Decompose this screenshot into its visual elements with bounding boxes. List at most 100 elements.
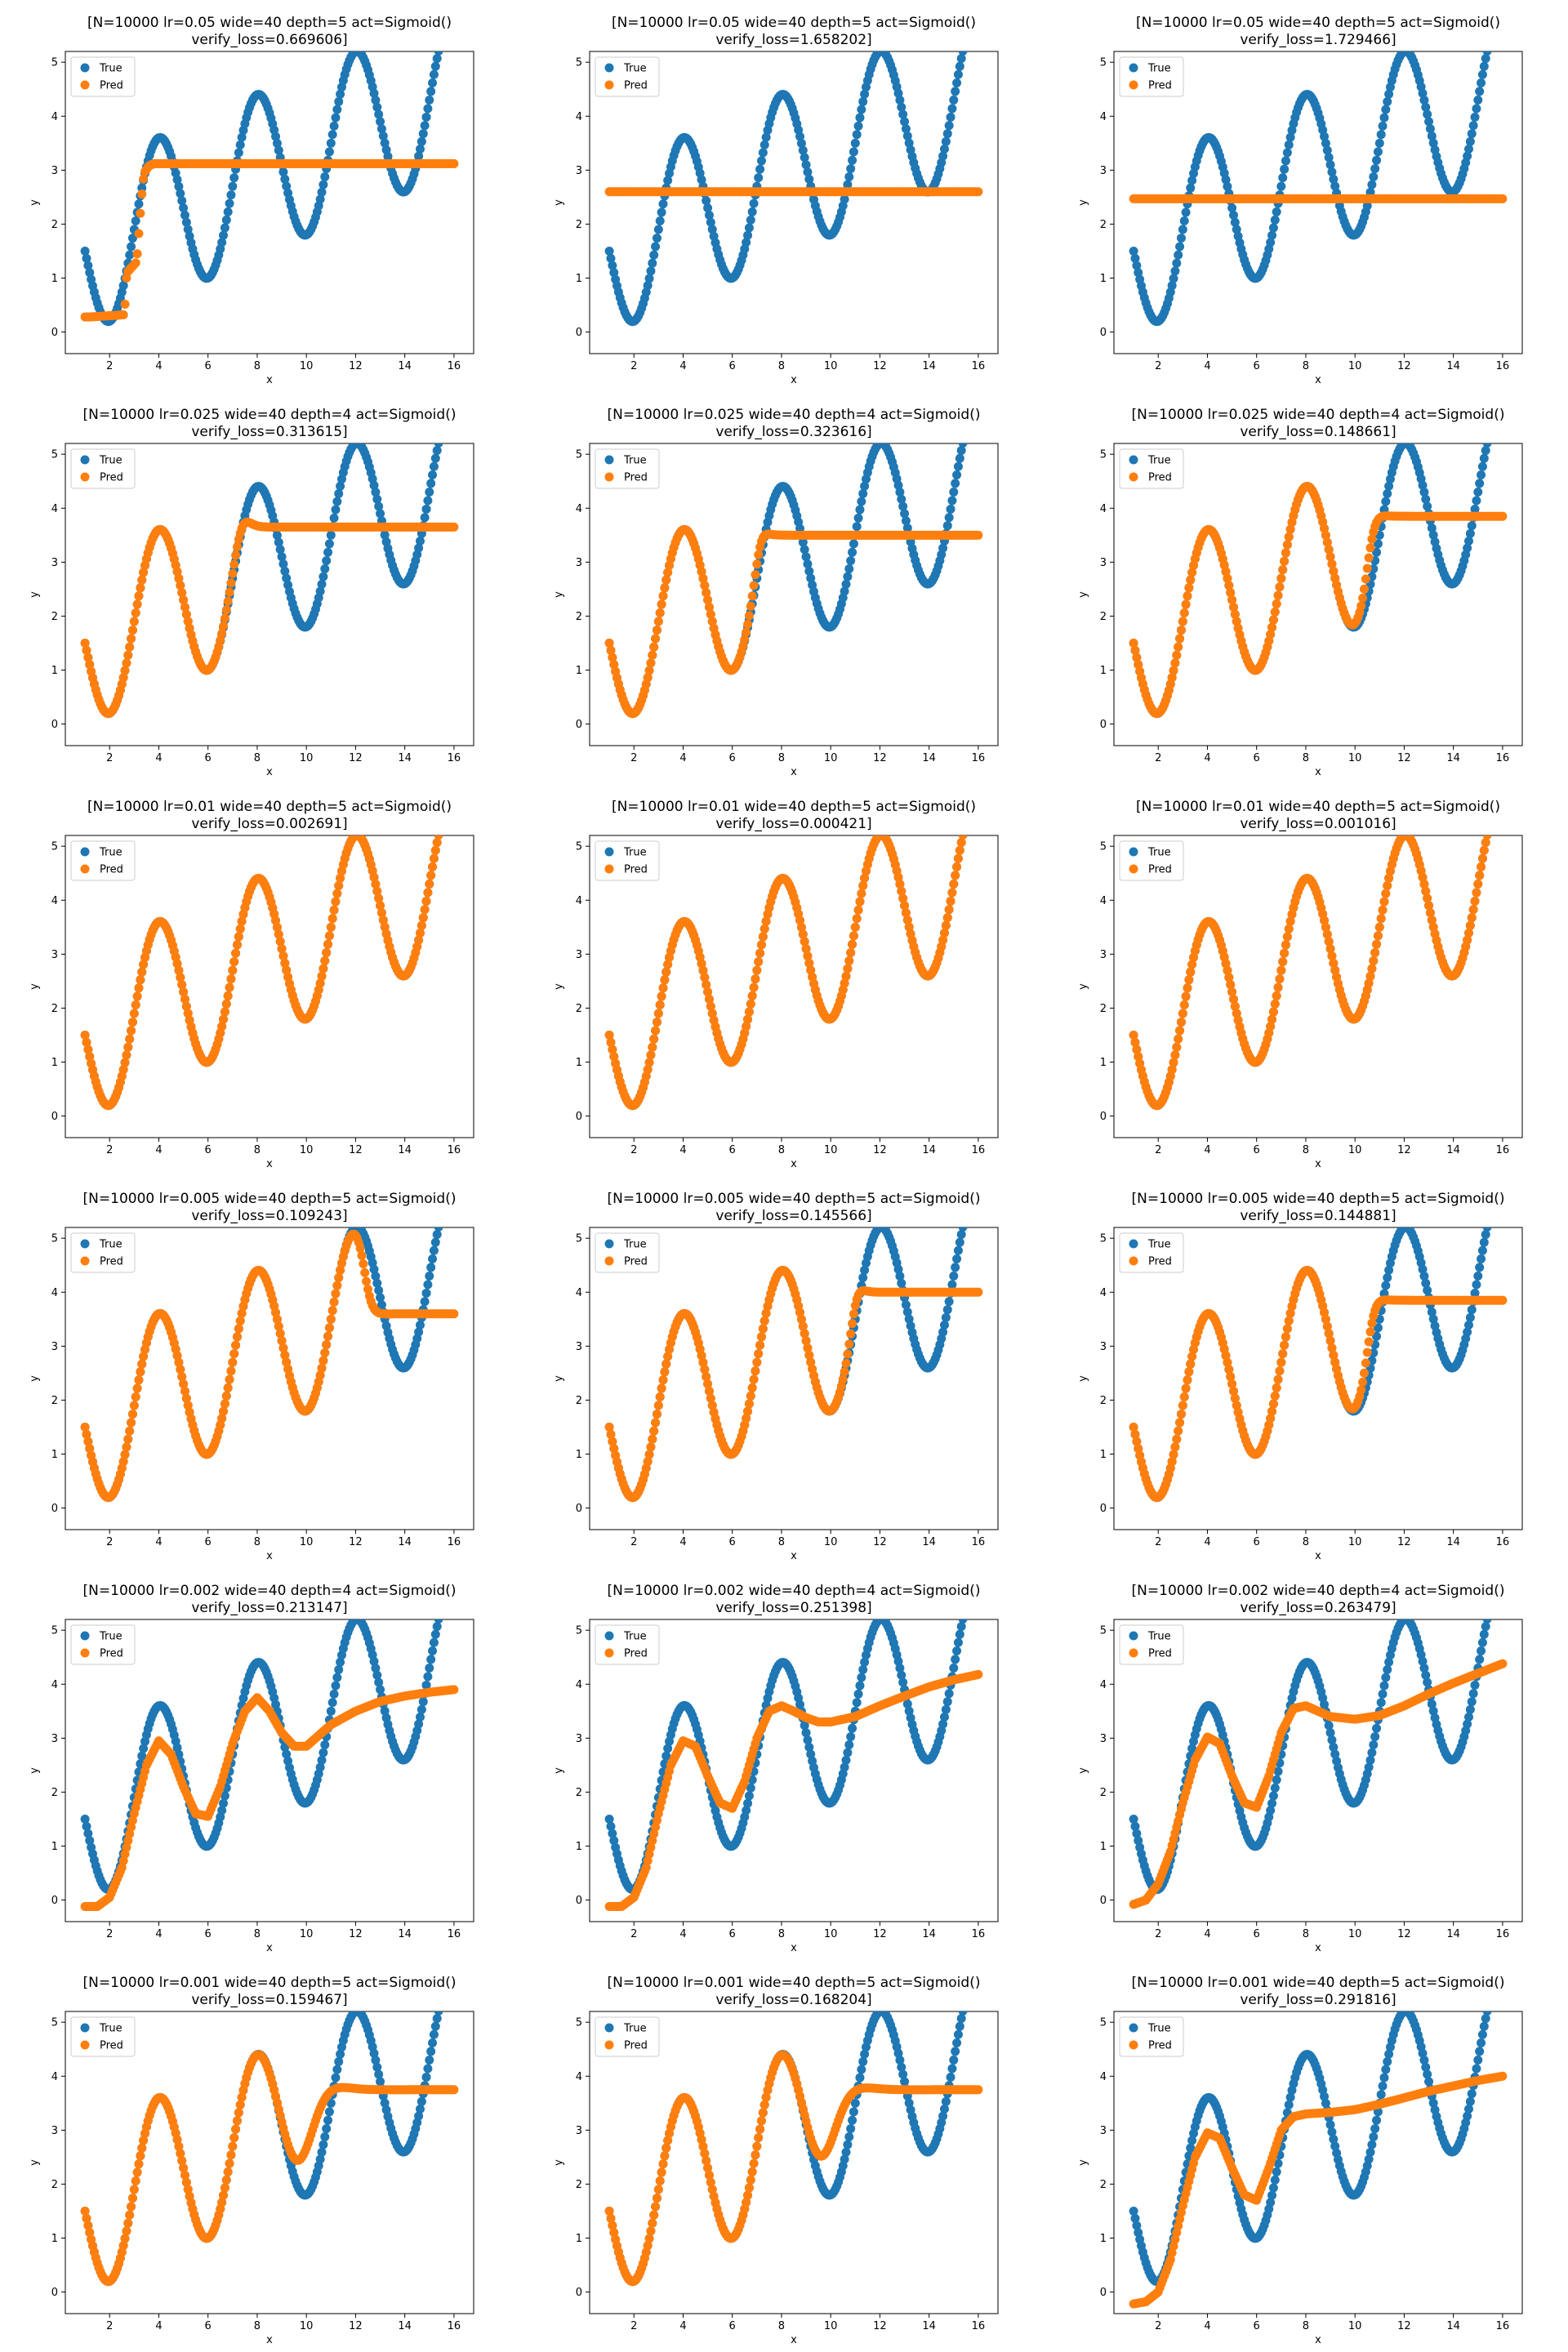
x-tick-label: 10 (300, 1144, 314, 1156)
true-point (432, 446, 442, 456)
pred-point (1365, 543, 1375, 553)
pred-point (1170, 1050, 1180, 1060)
legend-label: True (99, 455, 122, 467)
pred-point (1285, 916, 1295, 926)
pred-point (1130, 1037, 1140, 1047)
pred-point (1181, 599, 1191, 609)
true-point (1419, 488, 1429, 497)
pred-point (1330, 965, 1340, 975)
true-point (1381, 105, 1391, 114)
true-point (80, 246, 90, 256)
true-point (336, 89, 345, 99)
pred-point (700, 973, 710, 982)
true-point (955, 453, 964, 463)
y-tick-label: 1 (1100, 1057, 1107, 1069)
pred-point (1282, 932, 1292, 942)
true-point (800, 153, 809, 163)
pred-point (139, 960, 149, 969)
pred-point (418, 913, 428, 923)
true-point (1174, 250, 1183, 260)
x-tick-label: 6 (729, 1144, 736, 1156)
x-tick-label: 16 (1496, 360, 1510, 372)
pred-point (860, 873, 870, 883)
subplot-subtitle: verify_loss=1.658202] (715, 32, 871, 48)
pred-point (1175, 1026, 1185, 1036)
subplot-subtitle: verify_loss=0.109243] (191, 1208, 347, 1224)
points (604, 51, 983, 327)
pred-point (118, 310, 128, 319)
pred-point (1226, 980, 1236, 990)
true-point (804, 174, 814, 184)
x-tick-label: 6 (205, 1536, 212, 1548)
y-tick-label: 4 (576, 503, 582, 515)
true-point (1178, 225, 1187, 234)
pred-point (949, 879, 959, 889)
true-point (850, 138, 860, 148)
pred-point (895, 880, 905, 889)
pred-point (1482, 835, 1492, 840)
pred-point (1187, 960, 1197, 969)
pred-point (1365, 971, 1375, 981)
true-point (369, 88, 379, 98)
legend-label: True (623, 455, 647, 467)
pred-point (1266, 630, 1276, 639)
true-point (1482, 51, 1492, 56)
points (80, 443, 459, 719)
y-tick-label: 4 (1100, 111, 1107, 123)
true-point (902, 523, 912, 533)
pred-point (1170, 658, 1180, 668)
subplot-6: [N=10000 lr=0.025 wide=40 depth=4 act=Si… (1077, 407, 1523, 778)
pred-point (369, 872, 379, 882)
pred-point (1383, 880, 1392, 890)
pred-point (132, 991, 142, 1001)
y-tick-label: 0 (1100, 1111, 1107, 1123)
true-point (704, 210, 714, 220)
pred-point (1324, 937, 1334, 947)
pred-point (1325, 944, 1335, 954)
x-axis-label: x (266, 1550, 273, 1562)
x-tick-label: 16 (972, 752, 986, 764)
true-point (329, 513, 339, 523)
pred-point (181, 1001, 191, 1011)
true-point (318, 572, 328, 581)
pred-point (803, 951, 813, 961)
pred-point (1267, 622, 1277, 632)
legend-label: True (1147, 63, 1171, 75)
x-tick-label: 10 (1348, 1144, 1362, 1156)
pred-point (941, 920, 951, 930)
true-point (643, 281, 653, 291)
true-point (944, 121, 954, 131)
true-point (1230, 217, 1240, 227)
legend-marker (604, 847, 614, 857)
pred-point (1498, 194, 1508, 203)
pred-point (1221, 959, 1231, 969)
true-point (1284, 140, 1294, 149)
subplot-4: [N=10000 lr=0.025 wide=40 depth=4 act=Si… (29, 407, 474, 778)
x-tick-label: 2 (106, 360, 113, 372)
x-tick-label: 16 (972, 1144, 986, 1156)
pred-point (229, 559, 239, 569)
pred-point (747, 991, 757, 1000)
x-tick-label: 4 (1204, 1144, 1210, 1156)
axes-frame (589, 443, 999, 746)
pred-point (326, 922, 336, 932)
y-axis-label: y (29, 1375, 41, 1382)
true-point (844, 564, 854, 574)
true-point (437, 817, 446, 826)
x-tick-label: 12 (349, 360, 363, 372)
true-point (430, 453, 440, 463)
pred-point (318, 964, 328, 973)
true-point (336, 481, 345, 491)
true-point (1421, 494, 1431, 504)
y-tick-label: 0 (1100, 327, 1107, 339)
true-point (414, 151, 424, 161)
x-tick-label: 8 (1303, 1144, 1309, 1156)
pred-point (1176, 1018, 1186, 1027)
y-tick-label: 3 (1100, 557, 1107, 569)
true-point (953, 461, 963, 471)
true-point (274, 537, 283, 547)
y-tick-label: 4 (51, 503, 58, 515)
pred-point (1367, 964, 1377, 973)
pred-point (1172, 1042, 1182, 1052)
true-point (1472, 496, 1481, 506)
